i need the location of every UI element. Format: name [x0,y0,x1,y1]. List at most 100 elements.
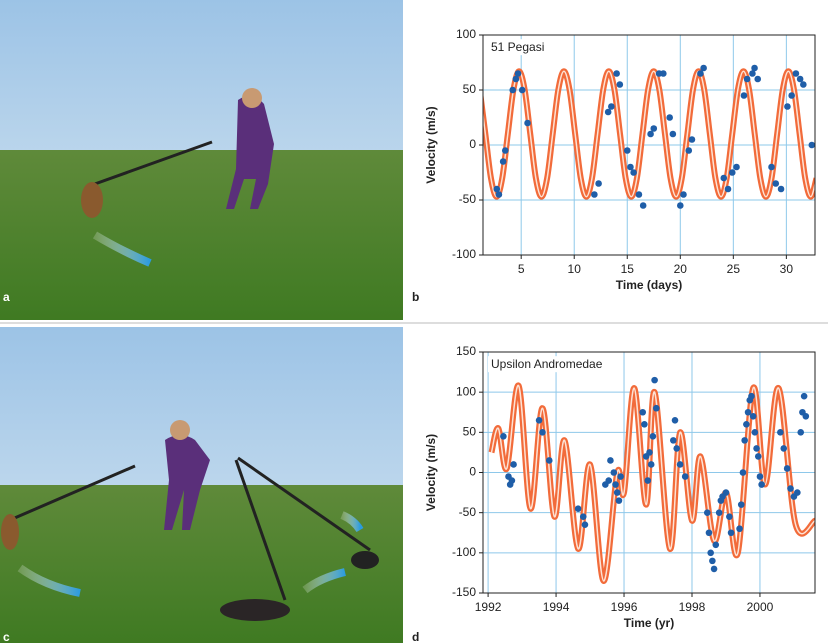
data-point [501,147,509,154]
leash [237,456,371,552]
x-axis-label: Time (days) [616,278,682,292]
data-point [800,81,807,88]
x-tick-label: 25 [727,262,741,276]
data-point [733,163,740,171]
data-point [748,392,755,400]
panel-label: b [412,290,419,304]
data-point [737,501,745,508]
chart: -100 -50 0 50 100 5 10 15 20 25 30 51 Pegasi Time (d… [424,27,816,292]
data-point [671,416,679,424]
data-point [754,75,762,83]
data-point [635,191,643,198]
leash [234,459,287,601]
data-point [751,64,758,72]
data-point [744,408,752,416]
data-point [710,565,718,573]
head [242,88,262,108]
dog [81,182,103,218]
data-point [784,103,791,110]
data-point [751,429,759,436]
data-point [768,163,775,171]
x-tick-label: 1994 [543,600,570,614]
data-point [608,103,615,110]
chart-title: Upsilon Andromedae [491,357,603,371]
data-point [736,525,743,533]
y-tick-label: 100 [456,384,476,398]
data-point [715,509,723,516]
x-axis-label: Time (yr) [624,616,674,630]
illustration-c [0,327,403,643]
data-point [777,185,785,193]
x-tick-label: 2000 [747,600,774,614]
data-point [743,421,750,428]
data-point [705,529,713,537]
data-point [753,445,760,452]
plot-content [483,64,815,209]
data-point [639,202,647,209]
x-tick-label: 20 [674,262,688,276]
y-tick-label: -100 [452,247,476,261]
x-tick-label: 30 [780,262,794,276]
data-point [518,86,526,94]
motion-arrow [92,231,152,267]
data-point [653,404,660,412]
title-background [488,356,606,373]
y-tick-label: 50 [463,425,477,439]
data-point [676,461,684,468]
fit-line-core [490,384,815,582]
data-point [613,70,620,77]
data-point [739,469,747,476]
x-tick-label: 10 [568,262,582,276]
data-point [788,92,795,99]
data-point [808,141,815,149]
y-tick-label: -100 [452,545,476,559]
head [170,420,190,440]
data-point [647,461,655,468]
data-point [493,185,501,193]
data-point [700,64,707,72]
data-point [605,477,613,484]
y-tick-label: 150 [456,344,476,358]
motion-arrow [340,511,364,533]
data-point [644,477,652,484]
data-point [712,541,720,549]
data-point [796,75,804,83]
data-point [772,180,780,187]
data-point [646,449,653,456]
dog [220,599,290,621]
grass [0,485,403,643]
data-point [579,513,587,520]
panel-label: d [412,630,419,643]
data-point [604,108,612,116]
data-point [749,70,756,77]
data-point [697,70,704,77]
data-point [758,481,765,488]
data-point [722,489,730,496]
data-point [627,163,634,171]
data-point [581,521,589,529]
data-point [673,445,680,452]
plot-frame [482,351,816,594]
x-tick-label: 5 [518,262,525,276]
data-point [676,202,684,209]
y-tick-label: 0 [469,465,476,479]
data-point [669,437,677,444]
y-axis-label: Velocity (m/s) [424,106,438,183]
data-point [639,408,647,416]
y-tick-label: -150 [452,585,476,599]
title-background [488,39,548,56]
data-point [535,416,543,424]
data-point [794,489,801,496]
data-point [512,75,520,83]
data-point [508,477,516,484]
data-point [780,445,788,452]
plot-content [488,376,815,584]
data-point [612,481,619,488]
data-point [680,191,687,198]
data-point [641,421,648,428]
data-point [524,119,531,127]
data-point [647,130,654,138]
data-point [499,158,507,165]
data-point [616,81,624,88]
